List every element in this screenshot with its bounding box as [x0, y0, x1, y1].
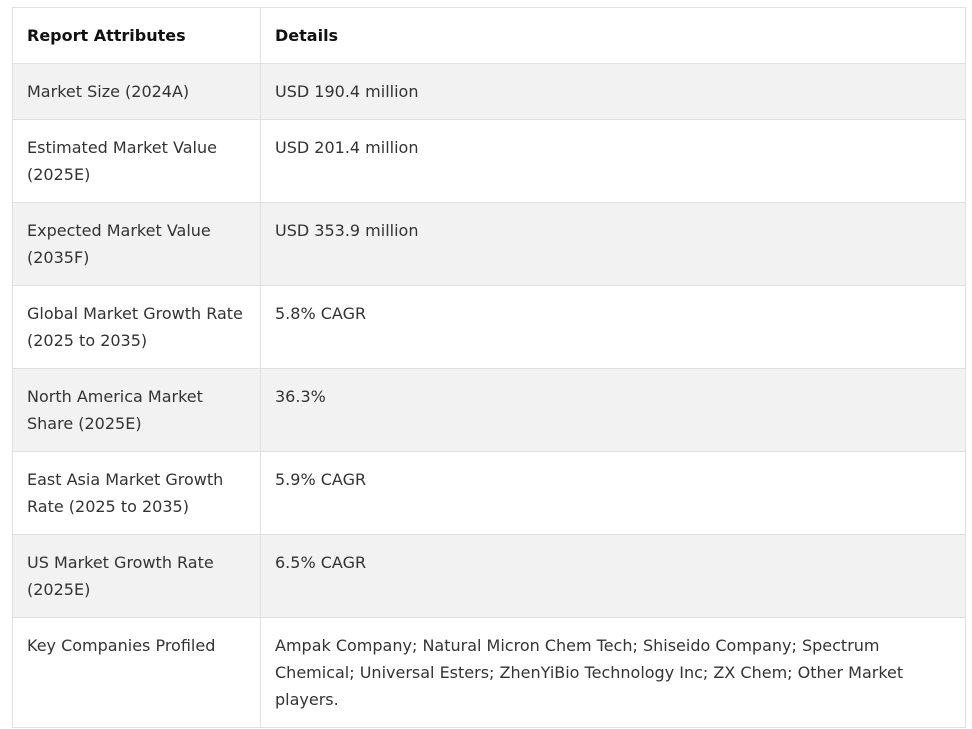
detail-cell: Ampak Company; Natural Micron Chem Tech;… — [260, 617, 966, 728]
table-row: East Asia Market Growth Rate (2025 to 20… — [12, 451, 966, 535]
attribute-cell: Market Size (2024A) — [12, 63, 261, 120]
table-header-row: Report Attributes Details — [12, 7, 966, 64]
detail-cell: 6.5% CAGR — [260, 534, 966, 618]
table-row: North America Market Share (2025E) 36.3% — [12, 368, 966, 452]
detail-cell: USD 353.9 million — [260, 202, 966, 286]
detail-cell: 5.8% CAGR — [260, 285, 966, 369]
table-row: Key Companies Profiled Ampak Company; Na… — [12, 617, 966, 728]
table-row: Global Market Growth Rate (2025 to 2035)… — [12, 285, 966, 369]
detail-cell: 5.9% CAGR — [260, 451, 966, 535]
report-attributes-table-container: Report Attributes Details Market Size (2… — [12, 7, 966, 728]
attribute-cell: Estimated Market Value (2025E) — [12, 119, 261, 203]
attribute-cell: Global Market Growth Rate (2025 to 2035) — [12, 285, 261, 369]
detail-cell: USD 190.4 million — [260, 63, 966, 120]
attribute-cell: Key Companies Profiled — [12, 617, 261, 728]
attribute-cell: East Asia Market Growth Rate (2025 to 20… — [12, 451, 261, 535]
table-row: Estimated Market Value (2025E) USD 201.4… — [12, 119, 966, 203]
table-row: Market Size (2024A) USD 190.4 million — [12, 63, 966, 120]
report-attributes-table: Report Attributes Details Market Size (2… — [12, 7, 966, 728]
detail-cell: USD 201.4 million — [260, 119, 966, 203]
header-report-attributes: Report Attributes — [12, 7, 261, 64]
detail-cell: 36.3% — [260, 368, 966, 452]
attribute-cell: Expected Market Value (2035F) — [12, 202, 261, 286]
table-row: US Market Growth Rate (2025E) 6.5% CAGR — [12, 534, 966, 618]
header-details: Details — [260, 7, 966, 64]
attribute-cell: North America Market Share (2025E) — [12, 368, 261, 452]
table-row: Expected Market Value (2035F) USD 353.9 … — [12, 202, 966, 286]
attribute-cell: US Market Growth Rate (2025E) — [12, 534, 261, 618]
